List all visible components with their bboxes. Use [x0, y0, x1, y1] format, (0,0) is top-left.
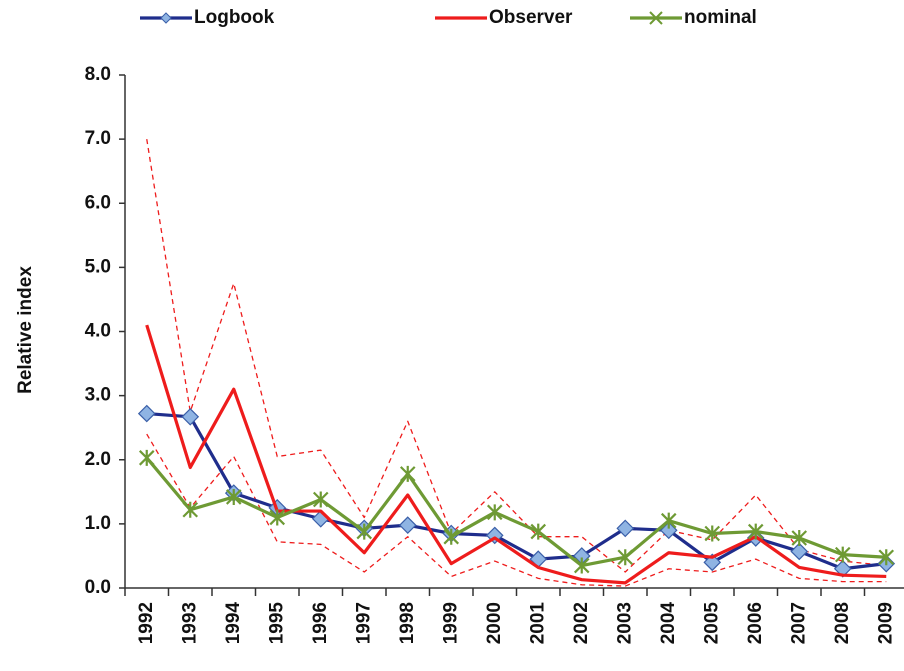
series-line — [146, 139, 887, 573]
point-marker — [225, 488, 242, 505]
legend-label: Logbook — [194, 7, 275, 28]
point-marker — [356, 523, 373, 540]
y-tick-label: 5.0 — [85, 256, 111, 277]
point-marker — [398, 516, 417, 535]
y-tick-label: 4.0 — [85, 321, 111, 342]
x-tick-label: 2004 — [658, 602, 679, 645]
point-marker — [616, 519, 635, 538]
point-marker — [704, 525, 721, 542]
point-marker — [834, 546, 851, 563]
y-tick-label: 3.0 — [85, 385, 111, 406]
y-tick-label: 1.0 — [85, 513, 111, 534]
point-marker — [399, 465, 416, 482]
series-line — [145, 324, 887, 585]
series-line — [145, 456, 887, 568]
legend-marker — [649, 11, 663, 25]
point-marker — [486, 504, 503, 521]
x-tick-label: 2001 — [527, 602, 548, 645]
x-tick-label: 1993 — [179, 602, 200, 644]
point-marker — [182, 501, 199, 518]
y-tick-label: 7.0 — [85, 128, 111, 149]
x-tick-label: 1998 — [397, 602, 418, 644]
x-tick-label: 1996 — [310, 602, 331, 644]
x-tick-label: 2006 — [745, 602, 766, 644]
legend-label: Observer — [489, 7, 573, 28]
point-marker — [269, 509, 286, 526]
x-tick-label: 1999 — [440, 602, 461, 644]
series-line — [146, 411, 887, 571]
y-tick-label: 2.0 — [85, 449, 111, 470]
x-tick-label: 1992 — [136, 602, 157, 644]
x-tick-label: 1997 — [353, 602, 374, 644]
point-marker — [443, 528, 460, 545]
legend-marker — [160, 12, 172, 24]
y-tick-label: 0.0 — [85, 577, 111, 598]
x-tick-label: 1995 — [266, 602, 287, 645]
x-tick-label: 2005 — [701, 602, 722, 645]
point-marker — [312, 491, 329, 508]
legend-label: nominal — [684, 7, 757, 28]
x-tick-label: 2008 — [832, 602, 853, 644]
x-tick-label: 2009 — [875, 602, 896, 644]
point-marker — [660, 512, 677, 529]
point-marker — [137, 404, 156, 423]
y-axis-label: Relative index — [15, 266, 36, 394]
x-tick-label: 2007 — [788, 602, 809, 644]
point-marker — [659, 521, 678, 540]
y-tick-label: 8.0 — [85, 64, 111, 85]
point-marker — [878, 549, 895, 566]
point-marker — [181, 407, 200, 426]
point-marker — [530, 523, 547, 540]
y-tick-label: 6.0 — [85, 192, 111, 213]
point-marker — [138, 449, 155, 466]
x-tick-label: 1994 — [223, 602, 244, 645]
x-tick-label: 2003 — [614, 602, 635, 644]
x-tick-label: 2002 — [571, 602, 592, 644]
x-tick-label: 2000 — [484, 602, 505, 644]
point-marker — [790, 542, 809, 561]
point-marker — [617, 549, 634, 566]
point-marker — [747, 523, 764, 540]
point-marker — [573, 557, 590, 574]
point-marker — [791, 529, 808, 546]
